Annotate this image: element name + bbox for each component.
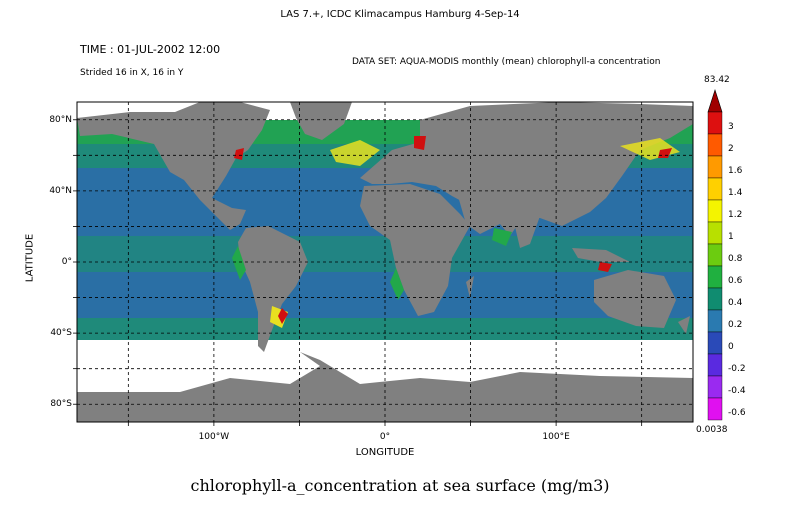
colorbar-segment [707, 331, 723, 355]
x-tick-label: 100°E [542, 432, 570, 442]
colorbar-segment [707, 111, 723, 135]
colorbar-min-label: 0.0038 [696, 425, 728, 435]
colorbar-level-label: -0.2 [728, 364, 746, 374]
colorbar-level-label: 0 [728, 342, 734, 352]
colorbar-level-label: 3 [728, 122, 734, 132]
colorbar-level-label: 1.6 [728, 166, 743, 176]
red-hotspot-3 [598, 262, 612, 272]
grid-lines [77, 102, 693, 422]
dataset-label: DATA SET: AQUA-MODIS monthly (mean) chlo… [352, 57, 661, 67]
indonesia-land [572, 248, 630, 262]
y-tick-label: 80°S [50, 399, 72, 410]
x-tick-label: 0° [379, 432, 391, 442]
colorbar-level-label: 1.2 [728, 210, 743, 220]
madagascar-land [466, 276, 474, 298]
benguela-upwelling [390, 268, 404, 300]
time-label: TIME : 01-JUL-2002 12:00 [80, 43, 221, 56]
colorbar-segment [707, 177, 723, 201]
southern-ocean-band [77, 318, 693, 340]
y-tick-label: 40°S [50, 328, 72, 339]
colorbar-segment [707, 221, 723, 245]
colorbar-top-triangle [707, 89, 723, 113]
stride-label: Strided 16 in X, 16 in Y [80, 68, 184, 78]
new-zealand-land [678, 316, 690, 334]
plot-title: chlorophyll-a_concentration at sea surfa… [190, 476, 610, 495]
colorbar-segment [707, 309, 723, 333]
colorbar-level-label: 2 [728, 144, 734, 154]
peru-upwelling [232, 246, 246, 280]
india-land [512, 214, 540, 248]
colorbar-segment [707, 397, 723, 421]
y-tick-label: 40°N [49, 185, 72, 196]
arabian-sea-bloom [492, 228, 512, 246]
colorbar-segment [707, 155, 723, 179]
red-hotspot-2 [278, 308, 288, 324]
x-axis-label: LONGITUDE [355, 447, 415, 458]
colorbar-segment [707, 287, 723, 311]
colorbar-segment [707, 353, 723, 377]
colorbar [707, 89, 723, 421]
y-tick-label: 0° [61, 257, 72, 267]
colorbar-level-label: 0.2 [728, 320, 743, 330]
north-america-land [77, 102, 270, 230]
colorbar-level-label: 0.6 [728, 276, 743, 286]
red-hotspot-1 [414, 136, 426, 150]
eurasia-land [360, 102, 693, 236]
australia-land [594, 270, 676, 328]
colorbar-max-label: 83.42 [704, 75, 730, 85]
colorbar-segment [707, 133, 723, 157]
colorbar-segment [707, 375, 723, 399]
north-atlantic-bloom [330, 140, 380, 166]
south-america-land [238, 226, 308, 352]
africa-land [360, 184, 470, 316]
colorbar-segment [707, 199, 723, 223]
colorbar-level-label: 0.8 [728, 254, 743, 264]
colorbar-level-label: -0.4 [728, 386, 746, 396]
colorbar-level-label: 0.4 [728, 298, 743, 308]
greenland-land [290, 102, 352, 140]
x-tick-label: 100°W [198, 432, 230, 442]
colorbar-level-label: 1.4 [728, 188, 743, 198]
y-axis-label: LATITUDE [24, 233, 36, 283]
axis-ticks [73, 119, 643, 426]
arabia-land [458, 196, 500, 234]
colorbar-level-label: -0.6 [728, 408, 746, 418]
colorbar-level-label: 1 [728, 232, 734, 242]
red-hotspot-4 [234, 148, 244, 160]
plot-header: LAS 7.+, ICDC Klimacampus Hamburg 4-Sep-… [280, 9, 520, 20]
y-tick-label: 80°N [49, 114, 72, 125]
colorbar-segment [707, 265, 723, 289]
colorbar-segment [707, 243, 723, 267]
